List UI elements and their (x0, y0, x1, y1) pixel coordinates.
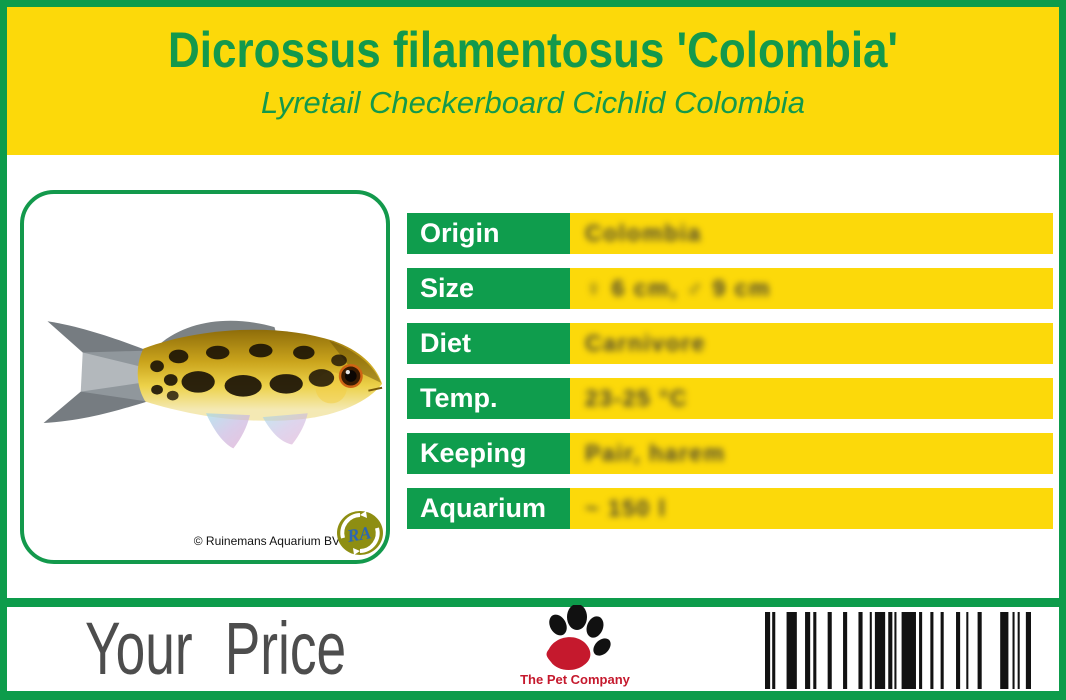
fish-photo-frame: © Ruinemans Aquarium BV RA (20, 190, 390, 564)
divider (0, 598, 1066, 607)
table-row: Diet Carnivore (407, 323, 1053, 364)
row-value: 23-25 °C (570, 378, 1053, 419)
barcode (765, 612, 1031, 689)
table-row: Aquarium ~ 150 l (407, 488, 1053, 529)
table-row: Origin Colombia (407, 213, 1053, 254)
row-label: Origin (407, 213, 570, 254)
table-row: Temp. 23-25 °C (407, 378, 1053, 419)
row-value: Carnivore (570, 323, 1053, 364)
pet-company-logo: The Pet Company (505, 605, 645, 687)
copyright-text: © Ruinemans Aquarium BV (193, 534, 340, 548)
ruinemans-aquarium-logo-icon: RA (337, 511, 383, 555)
table-row: Keeping Pair, harem (407, 433, 1053, 474)
row-label: Aquarium (407, 488, 570, 529)
company-name: The Pet Company (520, 672, 630, 687)
row-value: Pair, harem (570, 433, 1053, 474)
row-value-text: Pair, harem (585, 440, 726, 466)
header: Dicrossus filamentosus 'Colombia' Lyreta… (7, 7, 1059, 155)
paw-icon (546, 605, 611, 671)
row-label: Size (407, 268, 570, 309)
row-value-text: ♀ 6 cm, ♂ 9 cm (585, 275, 771, 301)
table-row: Size ♀ 6 cm, ♂ 9 cm (407, 268, 1053, 309)
ra-monogram: RA (345, 522, 373, 546)
row-value-text: ~ 150 l (585, 495, 667, 521)
row-value: ~ 150 l (570, 488, 1053, 529)
page-title: Dicrossus filamentosus 'Colombia' (168, 22, 898, 78)
fish-photo (43, 320, 383, 449)
row-label: Diet (407, 323, 570, 364)
row-label: Keeping (407, 433, 570, 474)
row-value: ♀ 6 cm, ♂ 9 cm (570, 268, 1053, 309)
row-value-text: Colombia (585, 220, 702, 246)
page-subtitle: Lyretail Checkerboard Cichlid Colombia (261, 85, 805, 120)
row-value-text: 23-25 °C (585, 385, 689, 411)
row-value-text: Carnivore (585, 330, 706, 356)
price-label: Your Price (85, 607, 347, 690)
row-value: Colombia (570, 213, 1053, 254)
row-label: Temp. (407, 378, 570, 419)
